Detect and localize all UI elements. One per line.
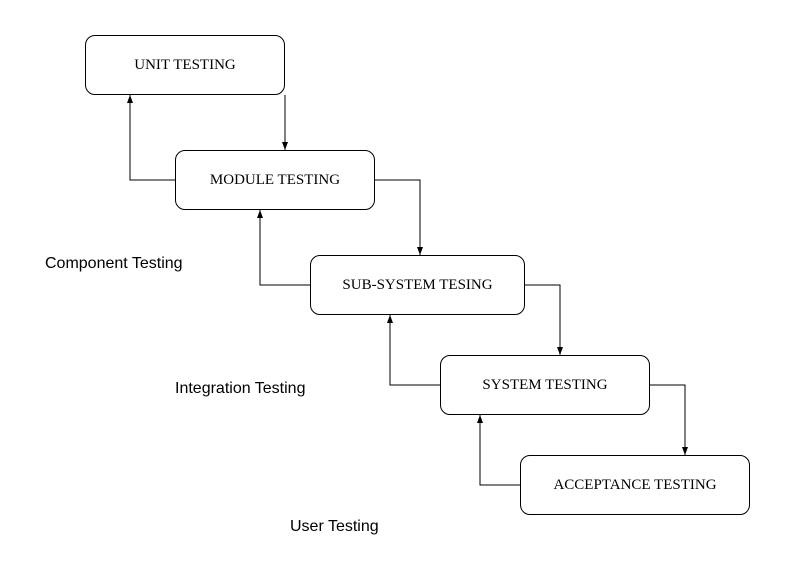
arrow-system-to-subsystem [390,315,440,385]
arrow-acceptance-to-system [480,415,520,485]
node-acceptance: ACCEPTANCE TESTING [520,455,750,515]
node-unit: UNIT TESTING [85,35,285,95]
node-label-acceptance: ACCEPTANCE TESTING [553,477,716,494]
node-label-system: SYSTEM TESTING [482,377,607,394]
category-label-1: Integration Testing [175,380,305,398]
node-label-module: MODULE TESTING [210,172,340,189]
node-label-unit: UNIT TESTING [134,57,236,74]
arrow-subsystem-to-module [260,210,310,285]
arrow-system-to-acceptance [650,385,685,455]
node-subsystem: SUB-SYSTEM TESING [310,255,525,315]
node-label-subsystem: SUB-SYSTEM TESING [342,277,492,294]
node-system: SYSTEM TESTING [440,355,650,415]
arrow-module-to-subsystem [375,180,420,255]
arrow-module-to-unit [130,95,175,180]
arrow-subsystem-to-system [525,285,560,355]
category-label-2: User Testing [290,518,379,536]
node-module: MODULE TESTING [175,150,375,210]
category-label-0: Component Testing [45,255,183,273]
